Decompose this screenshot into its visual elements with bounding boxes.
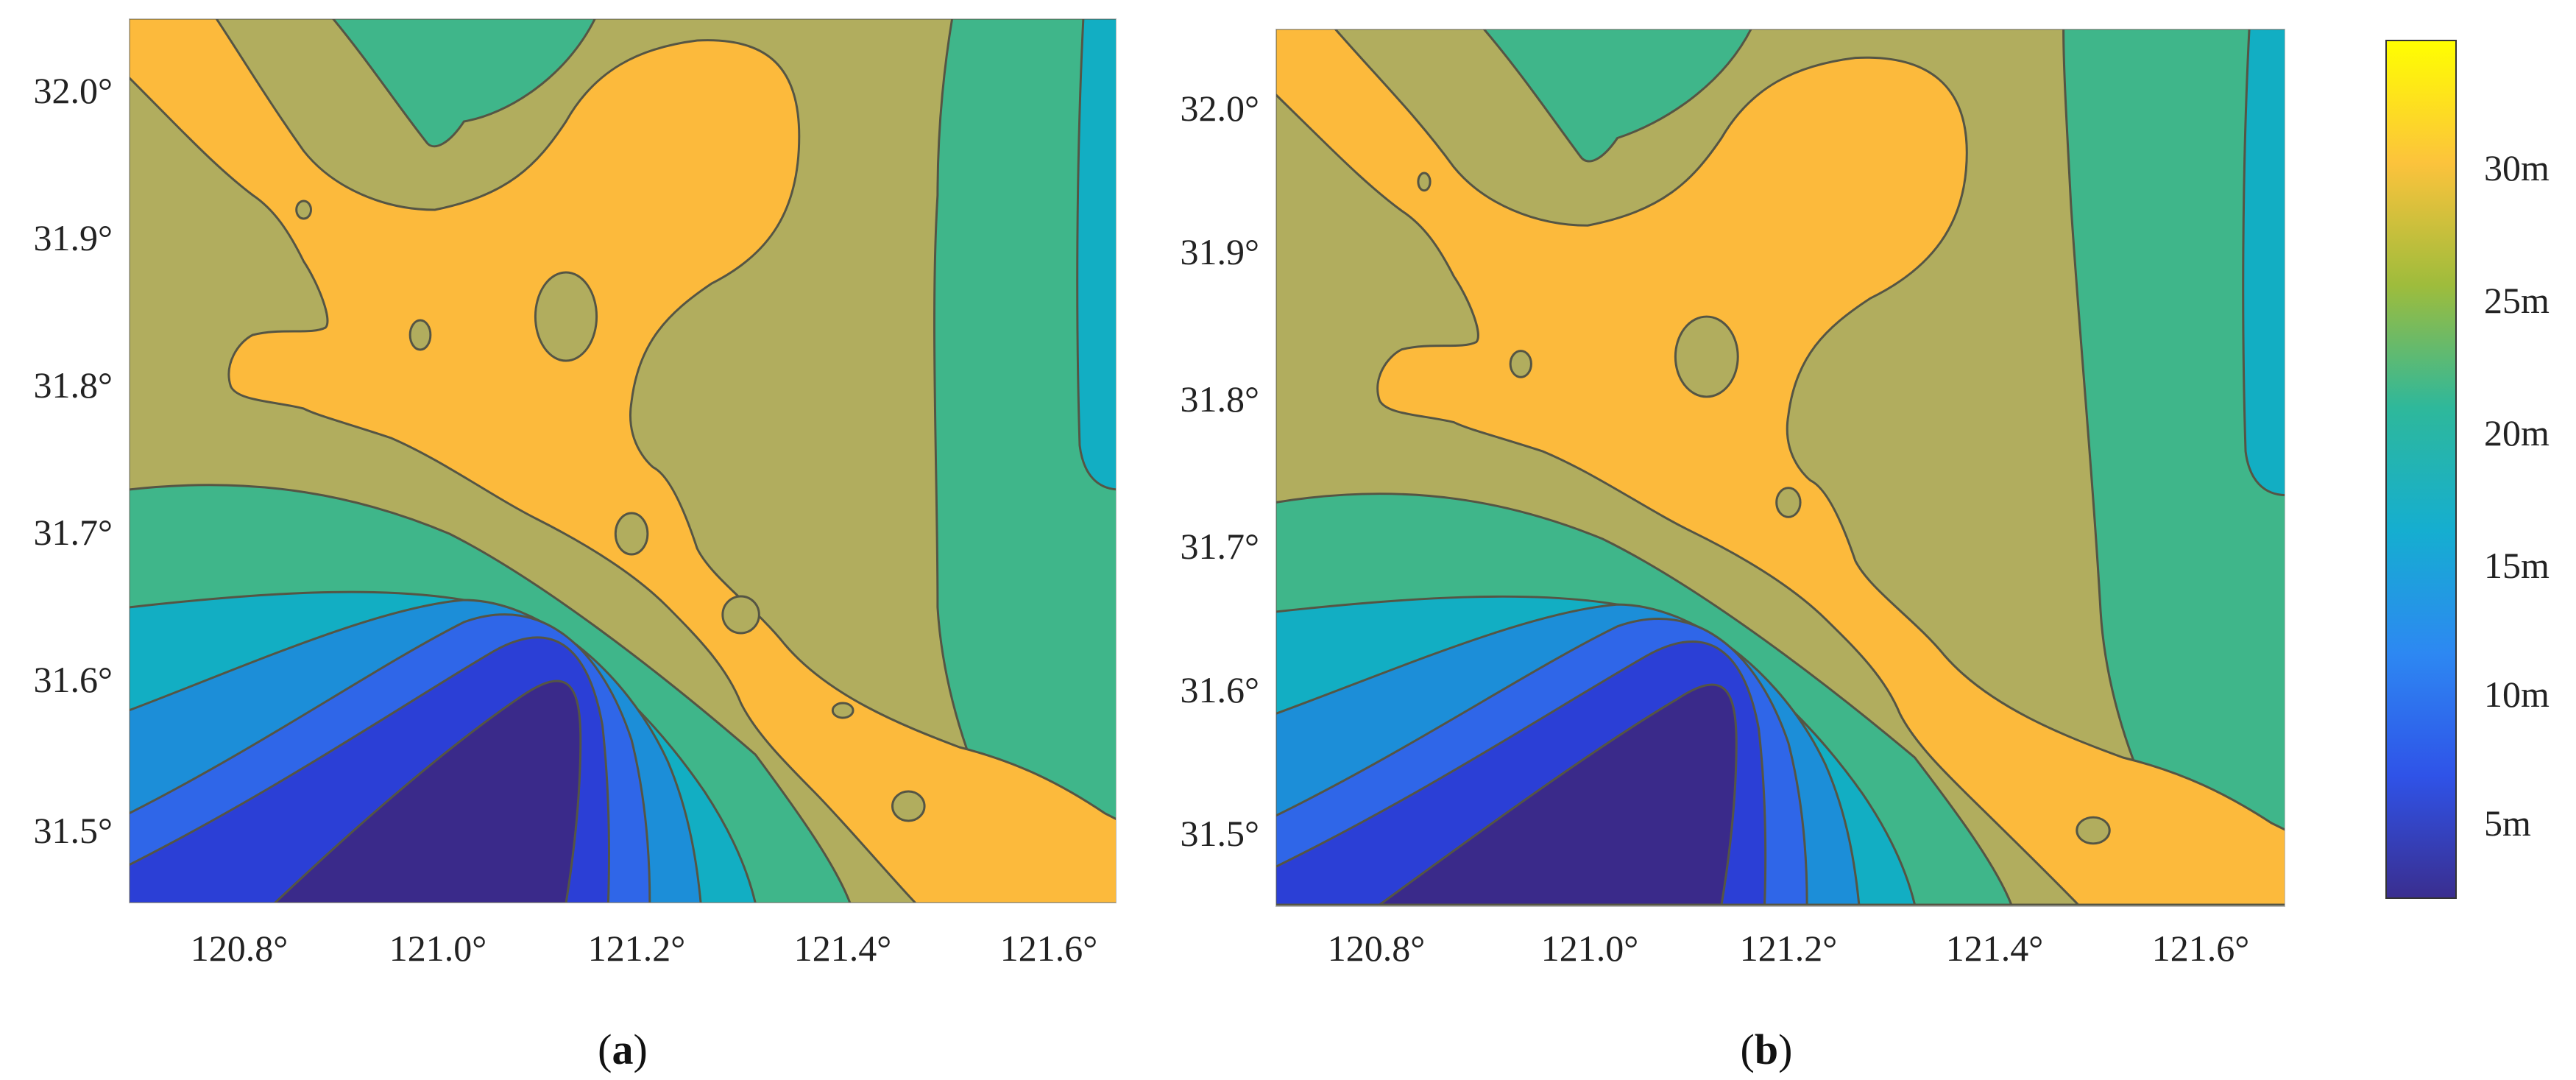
contour-band <box>331 18 597 148</box>
y-tick-label: 31.6° <box>1181 669 1260 710</box>
contour-band <box>272 680 582 903</box>
x-tick-label: 121.2° <box>588 928 686 969</box>
panel-a-x-ticks: 120.8° 121.0° 121.2° 121.4° 121.6° <box>191 928 1098 969</box>
contour-band <box>1076 18 1117 491</box>
contour-band <box>534 271 598 362</box>
panel-b-map <box>1275 29 2285 907</box>
y-tick-label: 31.7° <box>1181 526 1260 567</box>
y-tick-label: 31.9° <box>34 217 113 258</box>
contour-band <box>721 595 760 635</box>
colorbar-label: 5m <box>2484 802 2531 844</box>
colorbar-label: 10m <box>2484 674 2550 715</box>
colorbar-labels: 30m 25m 20m 15m 10m 5m <box>2484 147 2550 844</box>
panel-b-caption: (b) <box>1741 1026 1793 1073</box>
contour-band <box>129 18 1117 903</box>
x-tick-label: 120.8° <box>1328 928 1426 969</box>
contour-band <box>1417 172 1432 192</box>
panel-b: 32.0° 31.9° 31.8° 31.7° 31.6° 31.5° 120.… <box>1181 29 2285 1073</box>
x-tick-label: 121.6° <box>1000 928 1098 969</box>
contour-band <box>408 319 432 351</box>
colorbar-label: 20m <box>2484 412 2550 453</box>
contour-band <box>614 512 649 556</box>
colorbar-label: 30m <box>2484 147 2550 188</box>
y-tick-label: 32.0° <box>1181 88 1260 129</box>
x-tick-label: 120.8° <box>191 928 289 969</box>
contour-band <box>295 200 312 220</box>
panel-a: 32.0° 31.9° 31.8° 31.7° 31.6° 31.5° 120.… <box>34 18 1117 1073</box>
contour-band <box>1376 683 1738 906</box>
contour-band <box>1482 29 1753 163</box>
contour-band <box>1509 350 1532 378</box>
contour-band <box>1775 487 1802 518</box>
contour-band <box>831 702 854 719</box>
y-tick-label: 31.8° <box>34 364 113 406</box>
x-tick-label: 121.0° <box>389 928 487 969</box>
x-tick-label: 121.0° <box>1541 928 1639 969</box>
y-tick-label: 31.9° <box>1181 231 1260 272</box>
y-tick-label: 31.8° <box>1181 378 1260 420</box>
y-tick-label: 31.5° <box>34 810 113 851</box>
panel-b-y-ticks: 32.0° 31.9° 31.8° 31.7° 31.6° 31.5° <box>1181 88 1260 854</box>
x-tick-label: 121.4° <box>794 928 892 969</box>
y-tick-label: 32.0° <box>34 70 113 111</box>
y-tick-label: 31.7° <box>34 512 113 553</box>
panel-a-caption: (a) <box>598 1026 648 1073</box>
x-tick-label: 121.4° <box>1946 928 2044 969</box>
y-tick-label: 31.6° <box>34 659 113 700</box>
x-tick-label: 121.2° <box>1740 928 1838 969</box>
panel-a-map <box>129 18 1117 903</box>
contour-band <box>1275 29 2285 906</box>
colorbar-label: 15m <box>2484 545 2550 586</box>
panel-b-x-ticks: 120.8° 121.0° 121.2° 121.4° 121.6° <box>1328 928 2250 969</box>
contour-band <box>2076 816 2111 845</box>
contour-band <box>1674 315 1739 398</box>
colorbar: 30m 25m 20m 15m 10m 5m <box>2385 40 2550 899</box>
colorbar-gradient <box>2385 40 2457 899</box>
y-tick-label: 31.5° <box>1181 813 1260 854</box>
contour-band <box>891 790 926 822</box>
panel-a-y-ticks: 32.0° 31.9° 31.8° 31.7° 31.6° 31.5° <box>34 70 113 851</box>
x-tick-label: 121.6° <box>2152 928 2250 969</box>
contour-band <box>2242 29 2285 496</box>
colorbar-label: 25m <box>2484 280 2550 321</box>
